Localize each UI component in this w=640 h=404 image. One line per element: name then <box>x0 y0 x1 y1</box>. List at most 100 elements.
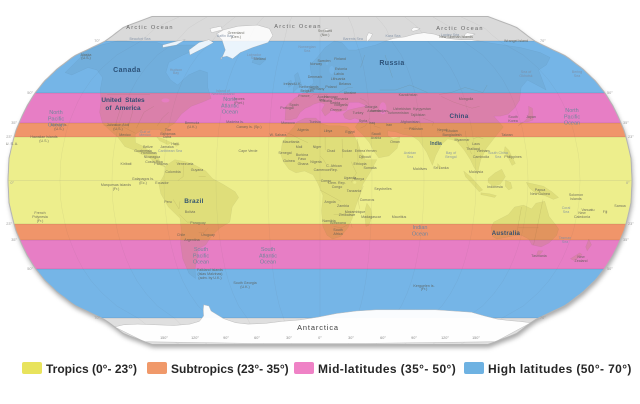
svg-text:(Fr.): (Fr.) <box>37 219 44 223</box>
svg-text:Brazil: Brazil <box>184 198 204 205</box>
svg-text:150°: 150° <box>472 336 480 340</box>
svg-text:Azerbaijan: Azerbaijan <box>371 109 388 113</box>
svg-text:Syria: Syria <box>359 119 367 123</box>
svg-text:Bhutan: Bhutan <box>446 129 457 133</box>
svg-text:Ocean: Ocean <box>412 231 428 237</box>
svg-text:70°: 70° <box>94 316 100 320</box>
svg-text:Zimbabwe: Zimbabwe <box>339 213 356 217</box>
svg-text:Okhotsk: Okhotsk <box>519 74 532 78</box>
svg-text:(U.S.): (U.S.) <box>81 56 90 60</box>
svg-text:0°: 0° <box>10 181 14 185</box>
svg-text:Germany: Germany <box>310 87 325 91</box>
svg-text:Hudson: Hudson <box>170 68 182 72</box>
svg-text:Chad: Chad <box>327 149 336 153</box>
svg-text:C. African: C. African <box>326 164 342 168</box>
svg-text:Baffin Bay: Baffin Bay <box>217 34 234 38</box>
svg-text:Sri Lanka: Sri Lanka <box>433 166 448 170</box>
svg-text:Ireland: Ireland <box>284 82 295 86</box>
svg-text:Cameroon: Cameroon <box>314 168 331 172</box>
svg-text:Nicaragua: Nicaragua <box>144 155 160 159</box>
svg-text:Madagascar: Madagascar <box>361 215 382 219</box>
svg-text:Egypt: Egypt <box>345 130 354 134</box>
svg-text:0°: 0° <box>318 336 322 340</box>
svg-text:Bahamas: Bahamas <box>160 132 175 136</box>
svg-text:Zealand: Zealand <box>575 259 588 263</box>
svg-text:Bolivia: Bolivia <box>185 210 196 214</box>
svg-text:Newfoundland: Newfoundland <box>212 92 235 96</box>
svg-text:Atlantic: Atlantic <box>221 103 239 109</box>
svg-text:Kara Sea: Kara Sea <box>386 34 401 38</box>
svg-text:French: French <box>34 211 45 215</box>
svg-text:Ocean: Ocean <box>222 110 238 116</box>
svg-text:Yemen: Yemen <box>365 149 376 153</box>
svg-text:70°: 70° <box>540 39 546 43</box>
svg-text:Gulf of: Gulf of <box>140 130 151 134</box>
svg-text:Coral: Coral <box>562 206 571 210</box>
svg-text:(Fr.): (Fr.) <box>421 287 428 291</box>
svg-text:Mexico: Mexico <box>139 133 150 137</box>
svg-text:Tropics (0°- 23°): Tropics (0°- 23°) <box>46 362 137 376</box>
svg-text:Botswana: Botswana <box>330 221 346 225</box>
svg-text:Estonia: Estonia <box>335 67 347 71</box>
svg-text:Mozambique: Mozambique <box>345 210 366 214</box>
svg-text:Finland: Finland <box>334 57 346 61</box>
svg-text:Galapagos Is.: Galapagos Is. <box>132 177 154 181</box>
svg-text:Arctic Ocean: Arctic Ocean <box>274 24 322 30</box>
svg-text:Norwegian: Norwegian <box>298 45 315 49</box>
svg-text:Cambodia: Cambodia <box>473 155 489 159</box>
svg-text:Haiti: Haiti <box>171 142 178 146</box>
svg-text:(Fr.): (Fr.) <box>113 187 120 191</box>
svg-text:Guatemala: Guatemala <box>134 149 152 153</box>
svg-text:Japan: Japan <box>526 115 536 119</box>
svg-text:Argentina: Argentina <box>184 238 199 242</box>
svg-text:Arctic Ocean: Arctic Ocean <box>436 26 484 32</box>
svg-text:Senegal: Senegal <box>278 151 291 155</box>
svg-text:Canada: Canada <box>113 67 141 74</box>
svg-text:Somalia: Somalia <box>364 166 377 170</box>
svg-text:France: France <box>298 94 309 98</box>
svg-text:Hungary: Hungary <box>324 95 338 99</box>
svg-text:35°: 35° <box>11 121 17 125</box>
svg-text:Portugal: Portugal <box>280 106 294 110</box>
svg-text:70°: 70° <box>540 316 546 320</box>
svg-text:90°: 90° <box>411 336 417 340</box>
svg-text:Uganda: Uganda <box>344 176 357 180</box>
svg-text:Ecuador: Ecuador <box>155 181 169 185</box>
svg-text:Congo: Congo <box>332 185 343 189</box>
svg-text:Cape Verde: Cape Verde <box>239 149 258 153</box>
svg-text:Jamaica: Jamaica <box>160 145 173 149</box>
svg-text:Sea: Sea <box>562 240 568 244</box>
svg-text:30°: 30° <box>286 336 292 340</box>
svg-text:23°: 23° <box>628 135 634 139</box>
svg-text:Burkina: Burkina <box>296 153 308 157</box>
svg-text:Bering: Bering <box>572 70 582 74</box>
svg-text:Zambia: Zambia <box>337 204 349 208</box>
svg-text:(Ec.): (Ec.) <box>139 181 147 185</box>
svg-text:Tajikistan: Tajikistan <box>411 113 426 117</box>
svg-text:Subtropics (23°- 35°): Subtropics (23°- 35°) <box>171 362 289 376</box>
svg-text:Philippines: Philippines <box>504 155 522 159</box>
svg-text:Bangladesh: Bangladesh <box>443 133 462 137</box>
svg-text:Peru: Peru <box>164 200 172 204</box>
svg-text:Polynesia: Polynesia <box>32 215 48 219</box>
svg-text:New: New <box>577 255 585 259</box>
svg-text:Armenia: Armenia <box>367 109 380 113</box>
svg-text:North: North <box>223 97 236 103</box>
svg-text:Mongolia: Mongolia <box>459 97 474 101</box>
svg-text:Falkland Islands: Falkland Islands <box>197 268 223 272</box>
svg-text:Korea: Korea <box>508 119 518 123</box>
svg-text:50°: 50° <box>27 91 33 95</box>
svg-text:Afghanistan: Afghanistan <box>401 120 420 124</box>
svg-text:U. S. A.: U. S. A. <box>6 142 18 146</box>
svg-text:Vanuatu: Vanuatu <box>581 208 594 212</box>
svg-text:(U.K.): (U.K.) <box>187 125 196 129</box>
svg-text:Lithuania: Lithuania <box>331 77 346 81</box>
svg-text:Kerguelen Is.: Kerguelen Is. <box>413 284 434 288</box>
svg-text:Italy: Italy <box>319 98 326 102</box>
svg-text:Morocco: Morocco <box>281 121 295 125</box>
svg-text:Saudi: Saudi <box>371 132 380 136</box>
svg-text:Pakistan: Pakistan <box>409 127 423 131</box>
svg-text:Wrangel Island: Wrangel Island <box>504 39 528 43</box>
svg-text:Pacific: Pacific <box>193 253 209 259</box>
svg-text:23°: 23° <box>628 222 634 226</box>
